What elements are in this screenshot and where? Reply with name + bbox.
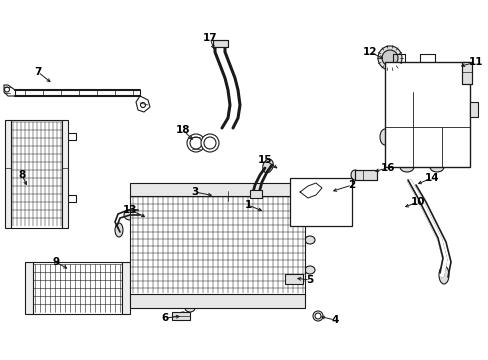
Ellipse shape — [379, 129, 389, 145]
Circle shape — [223, 191, 232, 201]
Text: 12: 12 — [362, 47, 376, 57]
Ellipse shape — [262, 159, 273, 173]
Circle shape — [190, 137, 202, 149]
Text: 6: 6 — [161, 313, 168, 323]
Circle shape — [201, 134, 219, 152]
Text: 3: 3 — [191, 187, 198, 197]
Ellipse shape — [281, 274, 288, 284]
Bar — [130, 183, 305, 196]
Text: 1: 1 — [244, 200, 251, 210]
Bar — [354, 170, 376, 180]
Ellipse shape — [305, 206, 314, 214]
Text: 17: 17 — [202, 33, 217, 43]
Circle shape — [203, 137, 216, 149]
Ellipse shape — [115, 223, 123, 237]
Circle shape — [314, 313, 320, 319]
Bar — [249, 190, 262, 198]
Circle shape — [312, 311, 323, 321]
Circle shape — [377, 46, 401, 70]
Circle shape — [4, 87, 9, 92]
Circle shape — [140, 103, 145, 108]
Text: 10: 10 — [410, 197, 425, 207]
Bar — [62, 120, 68, 228]
Bar — [461, 62, 471, 84]
Ellipse shape — [305, 266, 314, 274]
Ellipse shape — [184, 304, 195, 312]
Text: 16: 16 — [380, 163, 394, 173]
Text: 13: 13 — [122, 205, 137, 215]
Bar — [384, 62, 469, 167]
Ellipse shape — [305, 236, 314, 244]
Text: 18: 18 — [175, 125, 190, 135]
Bar — [469, 102, 477, 117]
Ellipse shape — [135, 205, 142, 219]
Ellipse shape — [429, 162, 443, 172]
Text: 7: 7 — [34, 67, 41, 77]
Text: 15: 15 — [257, 155, 272, 165]
Bar — [122, 262, 130, 314]
Bar — [130, 294, 305, 308]
Bar — [289, 178, 351, 226]
Text: 4: 4 — [331, 315, 338, 325]
Text: 14: 14 — [424, 173, 438, 183]
Bar — [130, 195, 305, 295]
Bar — [5, 120, 11, 228]
Bar — [25, 262, 33, 314]
Bar — [10, 120, 62, 228]
Text: 9: 9 — [52, 257, 60, 267]
Bar — [213, 40, 227, 47]
Bar — [172, 312, 190, 320]
Text: 5: 5 — [306, 275, 313, 285]
Ellipse shape — [438, 266, 448, 284]
Bar — [32, 262, 122, 314]
Circle shape — [179, 312, 186, 320]
Circle shape — [224, 193, 230, 199]
Ellipse shape — [350, 170, 358, 180]
Ellipse shape — [334, 200, 345, 210]
Circle shape — [381, 50, 397, 66]
Bar — [285, 274, 303, 284]
Ellipse shape — [399, 162, 413, 172]
Ellipse shape — [336, 202, 342, 208]
Text: 11: 11 — [468, 57, 482, 67]
Circle shape — [186, 134, 204, 152]
Text: 2: 2 — [347, 180, 355, 190]
Text: 8: 8 — [19, 170, 25, 180]
Ellipse shape — [124, 210, 136, 220]
